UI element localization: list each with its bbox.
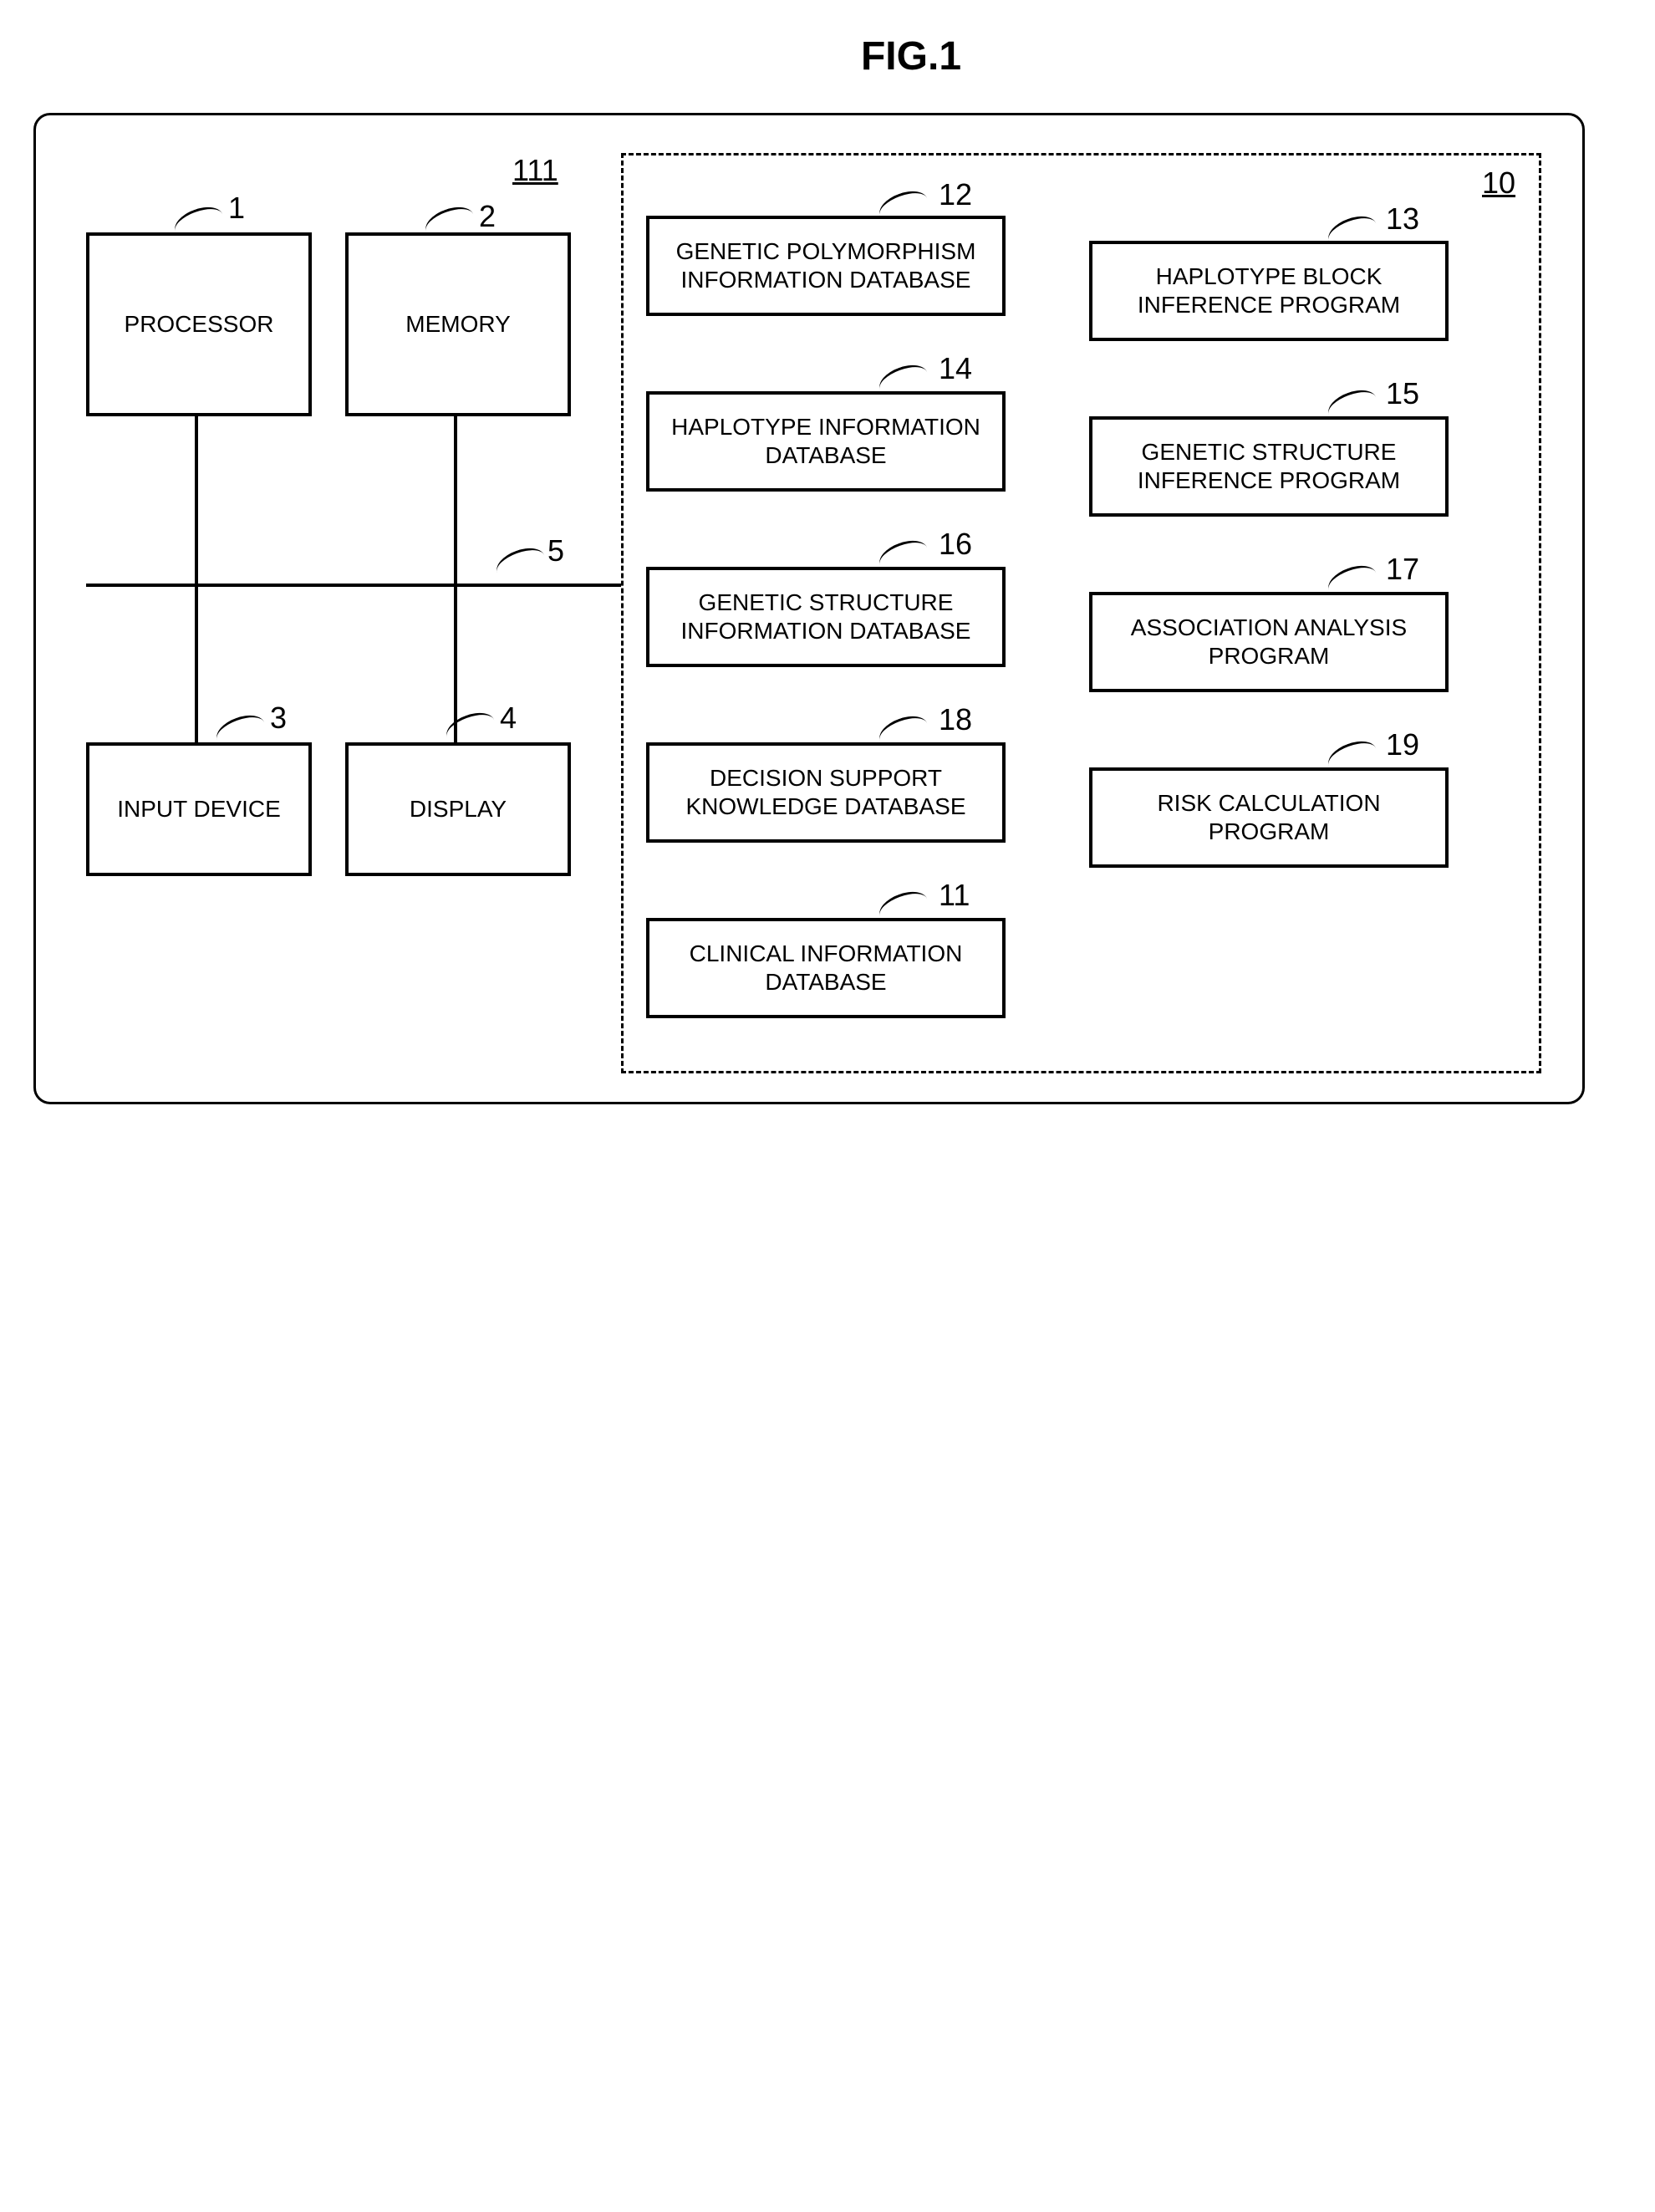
box-18-label: DECISION SUPPORT KNOWLEDGE DATABASE — [651, 764, 1001, 820]
box-12: GENETIC POLYMORPHISM INFORMATION DATABAS… — [646, 216, 1006, 316]
ref-1: 1 — [228, 191, 245, 226]
box-19-label: RISK CALCULATION PROGRAM — [1094, 789, 1444, 845]
input-device-label: INPUT DEVICE — [117, 795, 281, 823]
ref-4: 4 — [500, 701, 517, 736]
line-processor-bus — [195, 416, 198, 584]
ref-5: 5 — [547, 533, 564, 568]
figure-title: FIG.1 — [201, 33, 1622, 79]
diagram-container: 111 PROCESSOR 1 MEMORY 2 INPUT DEVICE 3 … — [33, 113, 1585, 1104]
ref-11: 11 — [939, 878, 970, 913]
line-memory-bus — [454, 416, 457, 584]
box-11-label: CLINICAL INFORMATION DATABASE — [651, 940, 1001, 996]
ref-12: 12 — [939, 177, 972, 212]
box-13-label: HAPLOTYPE BLOCK INFERENCE PROGRAM — [1094, 262, 1444, 319]
box-16-label: GENETIC STRUCTURE INFORMATION DATABASE — [651, 589, 1001, 645]
input-device-box: INPUT DEVICE — [86, 742, 312, 876]
box-18: DECISION SUPPORT KNOWLEDGE DATABASE — [646, 742, 1006, 843]
ref-2: 2 — [479, 199, 496, 234]
ref-16: 16 — [939, 527, 972, 562]
box-11: CLINICAL INFORMATION DATABASE — [646, 918, 1006, 1018]
ref-13: 13 — [1386, 201, 1419, 237]
display-label: DISPLAY — [410, 795, 507, 823]
ref-3: 3 — [270, 701, 287, 736]
bus-horizontal — [86, 584, 621, 587]
memory-label: MEMORY — [405, 310, 511, 339]
box-19: RISK CALCULATION PROGRAM — [1089, 767, 1449, 868]
box-16: GENETIC STRUCTURE INFORMATION DATABASE — [646, 567, 1006, 667]
curve-5 — [492, 543, 549, 586]
ref-10: 10 — [1482, 166, 1515, 201]
box-17-label: ASSOCIATION ANALYSIS PROGRAM — [1094, 614, 1444, 670]
line-input-bus — [195, 584, 198, 742]
ref-19: 19 — [1386, 727, 1419, 762]
ref-label-111: 111 — [512, 153, 558, 188]
line-display-bus — [454, 584, 457, 742]
box-14: HAPLOTYPE INFORMATION DATABASE — [646, 391, 1006, 492]
ref-17: 17 — [1386, 552, 1419, 587]
box-15-label: GENETIC STRUCTURE INFERENCE PROGRAM — [1094, 438, 1444, 494]
box-12-label: GENETIC POLYMORPHISM INFORMATION DATABAS… — [651, 237, 1001, 293]
display-box: DISPLAY — [345, 742, 571, 876]
box-15: GENETIC STRUCTURE INFERENCE PROGRAM — [1089, 416, 1449, 517]
box-17: ASSOCIATION ANALYSIS PROGRAM — [1089, 592, 1449, 692]
ref-15: 15 — [1386, 376, 1419, 411]
processor-box: PROCESSOR — [86, 232, 312, 416]
box-13: HAPLOTYPE BLOCK INFERENCE PROGRAM — [1089, 241, 1449, 341]
ref-18: 18 — [939, 702, 972, 737]
ref-14: 14 — [939, 351, 972, 386]
box-14-label: HAPLOTYPE INFORMATION DATABASE — [651, 413, 1001, 469]
processor-label: PROCESSOR — [125, 310, 274, 339]
memory-box: MEMORY — [345, 232, 571, 416]
